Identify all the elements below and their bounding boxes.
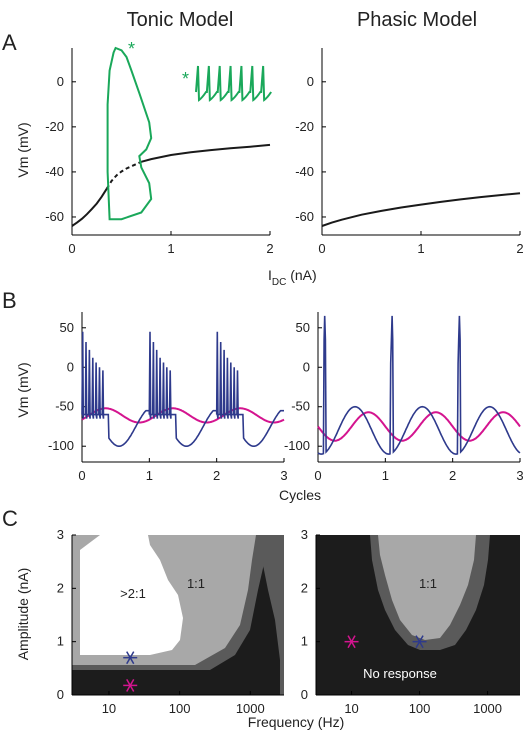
title-phasic-model: Phasic Model <box>357 9 477 31</box>
y-tick-label: 50 <box>296 320 310 335</box>
x-tick-label: 1 <box>417 241 424 256</box>
y-tick-label: 1 <box>301 634 308 649</box>
a-loop-star-label: * <box>128 39 135 59</box>
title-tonic-model: Tonic Model <box>127 9 234 31</box>
x-tick-label: 1 <box>146 468 153 483</box>
y-tick-label: -60 <box>295 209 314 224</box>
panel-letter-c: C <box>2 506 18 531</box>
chart-a-phasic: 0 1 2 0 -20 -40 -60 <box>295 48 524 256</box>
b-xlabel: Cycles <box>279 487 321 503</box>
c-xlabel: Frequency (Hz) <box>248 714 344 730</box>
y-tick-label: 1 <box>57 634 64 649</box>
y-tick-label: 0 <box>307 74 314 89</box>
y-tick-label: 0 <box>301 687 308 702</box>
y-tick-label: 0 <box>57 687 64 702</box>
y-tick-label: 50 <box>60 320 74 335</box>
x-tick-label: 2 <box>266 241 273 256</box>
chart-c-tonic: >2:1 1:1 10 100 1000 0 1 2 3 Amplitude (nA) <box>15 527 284 716</box>
a-left-ylabel: Vm (mV) <box>15 122 31 177</box>
y-tick-label: -100 <box>48 438 74 453</box>
c-left-label-2to1: >2:1 <box>120 586 146 601</box>
c-marker-navy <box>123 651 138 665</box>
x-tick-label: 100 <box>169 701 191 716</box>
c-left-label-1to1: 1:1 <box>187 576 205 591</box>
x-tick-label: 0 <box>78 468 85 483</box>
c-right-label-1to1: 1:1 <box>419 576 437 591</box>
b-left-ylabel: Vm (mV) <box>15 362 31 417</box>
c-left-region-outer <box>230 535 284 695</box>
a-xlabel: IDC (nA) <box>268 267 317 288</box>
a-fixed-point-curve <box>71 188 108 227</box>
b-stimulus-trace <box>81 407 285 424</box>
chart-a-tonic: 0 1 2 0 -20 -40 -60 * Vm (mV) <box>15 39 274 256</box>
x-tick-label: 1000 <box>236 701 265 716</box>
x-tick-label: 0 <box>318 241 325 256</box>
c-marker-magenta <box>123 678 138 692</box>
y-tick-label: 2 <box>301 580 308 595</box>
chart-c-phasic: 1:1 No response 10 100 1000 0 1 2 3 <box>301 527 520 716</box>
b-tonic-voltage-trace <box>81 331 284 447</box>
a-phasic-fixed-point-curve <box>321 192 521 227</box>
y-tick-label: -50 <box>291 399 310 414</box>
y-tick-label: 0 <box>57 74 64 89</box>
x-tick-label: 1 <box>167 241 174 256</box>
y-tick-label: -20 <box>295 119 314 134</box>
chart-b-phasic: 0 1 2 3 50 0 -50 -100 <box>284 312 524 483</box>
x-tick-label: 1 <box>382 468 389 483</box>
c-right-label-no-response: No response <box>363 666 437 681</box>
a-inset-trace <box>195 65 272 102</box>
chart-b-tonic: 0 1 2 3 50 0 -50 -100 Vm (mV) <box>15 312 288 483</box>
a-fixed-point-curve <box>141 143 271 163</box>
y-tick-label: -50 <box>55 399 74 414</box>
x-tick-label: 100 <box>409 701 431 716</box>
a-inset-star-label: * <box>182 69 189 89</box>
panel-letter-b: B <box>2 288 17 313</box>
x-tick-label: 10 <box>102 701 116 716</box>
y-tick-label: 3 <box>301 527 308 542</box>
x-tick-label: 0 <box>68 241 75 256</box>
b-stimulus-trace <box>317 411 521 442</box>
c-left-ylabel: Amplitude (nA) <box>15 568 31 661</box>
x-tick-label: 2 <box>449 468 456 483</box>
y-tick-label: 0 <box>67 359 74 374</box>
x-tick-label: 0 <box>314 468 321 483</box>
c-marker-navy <box>412 635 427 649</box>
x-tick-label: 2 <box>213 468 220 483</box>
a-fixed-point-curve <box>105 160 142 190</box>
b-phasic-voltage-trace <box>317 315 521 455</box>
y-tick-label: -20 <box>45 119 64 134</box>
y-tick-label: -40 <box>45 164 64 179</box>
y-tick-label: -40 <box>295 164 314 179</box>
a-inset-spike-train: * <box>182 65 272 102</box>
x-tick-label: 2 <box>516 241 523 256</box>
y-tick-label: -100 <box>284 438 310 453</box>
y-tick-label: 2 <box>57 580 64 595</box>
y-tick-label: -60 <box>45 209 64 224</box>
x-tick-label: 1000 <box>473 701 502 716</box>
a-limit-cycle-loop <box>106 46 153 221</box>
c-left-region-2to1 <box>80 535 183 655</box>
c-right-region-1to1 <box>378 535 476 640</box>
c-marker-magenta <box>344 635 359 649</box>
x-tick-label: 3 <box>280 468 287 483</box>
x-tick-label: 3 <box>516 468 523 483</box>
panel-letter-a: A <box>2 30 17 55</box>
y-tick-label: 0 <box>303 359 310 374</box>
y-tick-label: 3 <box>57 527 64 542</box>
x-tick-label: 10 <box>344 701 358 716</box>
